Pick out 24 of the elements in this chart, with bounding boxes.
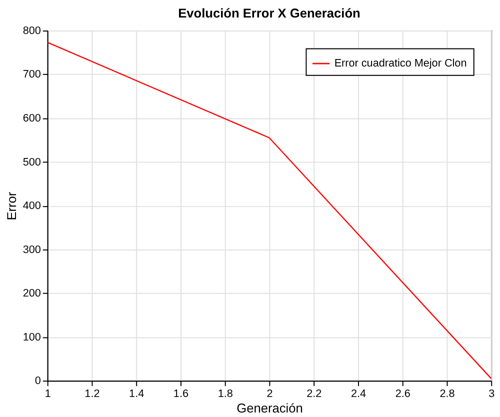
y-tick-label: 400	[22, 200, 41, 212]
x-tick-label: 1.8	[218, 388, 233, 400]
y-tick-label: 500	[22, 156, 41, 168]
y-tick-label: 800	[22, 24, 41, 37]
x-tick-label: 1	[44, 388, 51, 400]
x-tick-label: 2.2	[306, 388, 322, 400]
x-tick-label: 1.2	[84, 388, 100, 400]
x-tick-label: 2.6	[395, 388, 410, 400]
x-tick-label: 1.6	[173, 388, 188, 400]
chart-title: Evolución Error X Generación	[178, 6, 361, 21]
x-tick-label: 2.8	[440, 388, 455, 400]
y-tick-label: 200	[22, 288, 41, 300]
y-tick-label: 100	[22, 331, 41, 344]
y-tick-label: 0	[34, 375, 41, 388]
x-tick-label: 1.4	[129, 388, 144, 400]
x-tick-label: 2.4	[350, 388, 366, 400]
x-axis-title: Generación	[236, 400, 303, 416]
y-tick-label: 300	[22, 244, 41, 256]
x-tick-label: 2	[266, 388, 273, 400]
y-tick-label: 700	[22, 68, 41, 81]
y-axis-title: Error	[4, 191, 19, 220]
y-tick-label: 600	[22, 112, 41, 125]
legend-label: Error cuadratico Mejor Clon	[334, 58, 467, 70]
x-tick-label: 3	[488, 388, 495, 400]
